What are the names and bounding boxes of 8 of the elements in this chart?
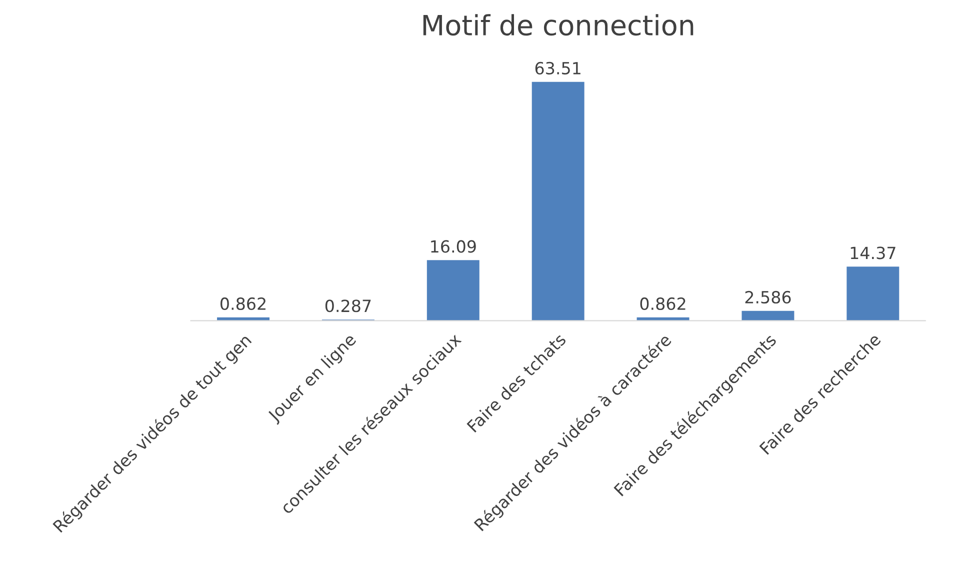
data-label: 0.862 bbox=[220, 297, 266, 310]
data-label: 14.37 bbox=[850, 246, 896, 260]
chart-title: Motif de connection bbox=[423, 14, 694, 36]
data-label: 2.586 bbox=[745, 290, 791, 304]
data-label: 16.09 bbox=[431, 240, 476, 253]
data-label: 0.862 bbox=[640, 297, 686, 310]
data-label: 0.287 bbox=[325, 300, 371, 312]
data-label: 63.51 bbox=[535, 62, 580, 74]
